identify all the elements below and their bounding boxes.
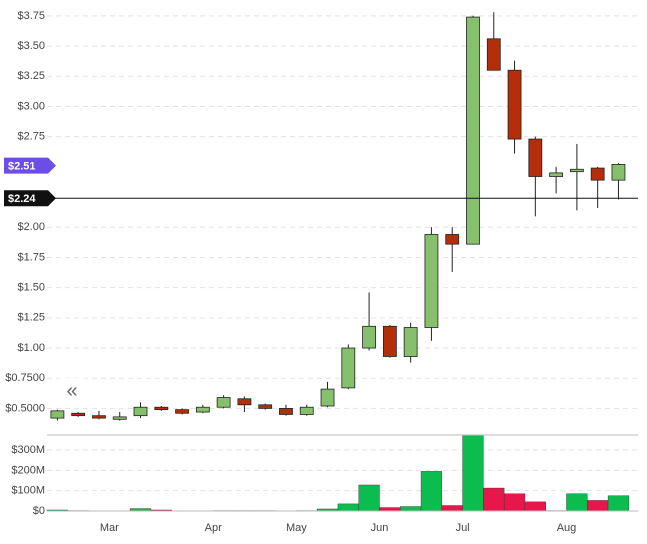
x-tick-label: Jun [371,522,389,534]
candle-body [279,408,293,415]
y-tick-label: $2.75 [17,131,45,143]
price-tag [4,190,56,207]
candle-body [569,168,584,173]
candle-body [382,325,397,357]
candle-body [237,398,252,406]
candle-body [611,164,626,181]
y-tick-label: $3.50 [17,40,45,52]
x-tick-label: Aug [557,522,577,534]
y-tick-label: $1.25 [17,312,45,324]
candle-body [341,347,356,389]
candle-body [258,404,273,409]
candle-body [50,410,65,419]
y-tick-label: $300M [11,444,45,456]
candle-body [154,406,169,411]
candle-body [320,388,335,407]
candle-body [424,234,439,328]
candle-body [445,234,460,245]
x-tick-label: Jul [456,522,470,534]
candle-body [466,16,480,245]
x-tick-label: May [286,522,307,534]
y-tick-label: $0 [33,505,45,517]
volume-bar [462,434,484,512]
price-tag-label: $2.24 [8,193,36,205]
candle-body [175,409,189,414]
candle-body [133,406,148,417]
y-tick-label: $1.50 [17,282,45,294]
volume-bar [358,484,380,512]
candle-body [590,167,605,181]
candle-body [528,138,543,177]
volume-bar [503,493,526,512]
collapse-button[interactable]: « [58,378,86,406]
volume-bar [483,487,505,512]
candle-body [362,325,376,349]
y-tick-label: $100M [11,485,45,497]
candle-body [195,406,210,413]
y-tick-label: $0.7500 [5,372,45,384]
x-tick-label: Apr [205,522,222,534]
y-tick-label: $1.75 [17,251,45,263]
volume-bar [524,501,546,512]
candle-body [299,406,314,415]
y-tick-label: $0.5000 [5,402,45,414]
y-tick-label: $200M [11,464,45,476]
y-tick-label: $1.00 [17,342,45,354]
x-tick-label: Mar [100,522,119,534]
candle-body [216,397,231,408]
candle-body [92,415,106,419]
y-tick-label: $3.75 [17,10,45,22]
candle-body [71,412,86,417]
candle-body [507,69,522,140]
volume-bar [607,495,630,512]
y-tick-label: $2.00 [17,221,45,233]
volume-bar [587,500,609,512]
candle-body [486,38,501,71]
price-tag [4,157,56,174]
volume-bar [379,507,401,512]
volume-bar [441,505,463,512]
volume-bar [566,493,588,512]
volume-bar [337,503,359,512]
y-tick-label: $3.25 [17,70,45,82]
y-tick-label: $3.00 [17,100,45,112]
price-tag-label: $2.51 [8,161,36,173]
candle-body [112,416,127,420]
volume-bar [400,506,422,512]
candle-body [403,327,418,357]
candle-body [549,172,564,177]
volume-bar [420,471,443,512]
